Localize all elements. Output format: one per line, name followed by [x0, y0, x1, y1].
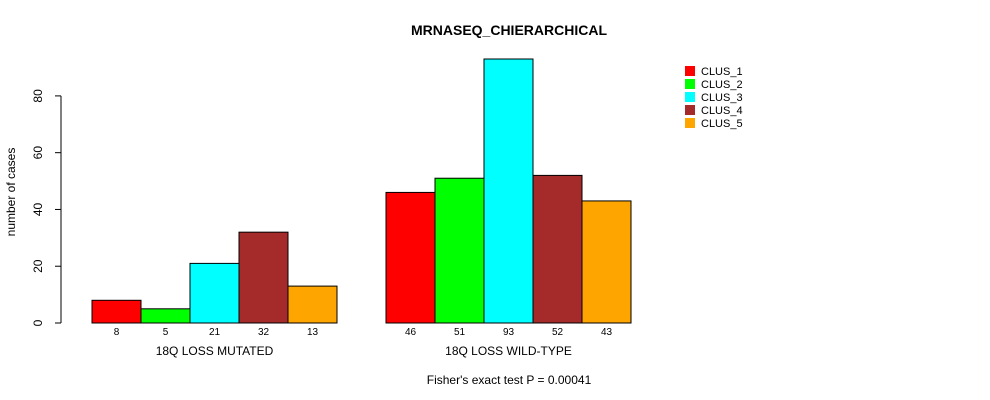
- legend-swatch: [685, 105, 695, 115]
- y-axis: 0 20 40 60 80: [31, 89, 62, 326]
- y-tick-label: 80: [31, 89, 45, 103]
- legend-swatch: [685, 92, 695, 102]
- bar: [189, 262, 240, 324]
- category-label: 18Q LOSS WILD-TYPE: [445, 344, 572, 358]
- fisher-test-note: Fisher's exact test P = 0.00041: [427, 373, 592, 387]
- y-axis-title: number of cases: [4, 148, 18, 237]
- legend-swatch: [685, 66, 695, 76]
- bar-value-label: 43: [601, 327, 613, 338]
- bar: [532, 174, 583, 324]
- bar-value-label: 5: [163, 327, 169, 338]
- bar: [287, 285, 338, 324]
- bar-value-label: 13: [307, 327, 319, 338]
- category-label: 18Q LOSS MUTATED: [156, 344, 274, 358]
- legend-label: CLUS_5: [701, 118, 743, 130]
- bar-value-label: 21: [209, 327, 221, 338]
- bar-value-label: 8: [114, 327, 120, 338]
- bar-value-label: 51: [454, 327, 466, 338]
- legend-label: CLUS_2: [701, 79, 743, 91]
- bar-value-label: 52: [552, 327, 564, 338]
- legend-label: CLUS_4: [701, 105, 743, 117]
- y-tick-label: 60: [31, 146, 45, 160]
- bar-value-label: 32: [258, 327, 270, 338]
- bar: [238, 231, 289, 324]
- legend-label: CLUS_3: [701, 92, 743, 104]
- bar: [385, 191, 436, 324]
- y-tick-label: 40: [31, 202, 45, 216]
- bar: [140, 308, 191, 324]
- bar: [581, 200, 632, 324]
- bars: 8 5 21 32 13 18Q LOSS MUTATED 46 51 93 52 43 18Q LO…: [91, 58, 632, 358]
- chart-title: MRNASEQ_CHIERARCHICAL: [411, 22, 607, 38]
- y-tick-label: 0: [31, 319, 45, 326]
- legend-swatch: [685, 79, 695, 89]
- bar: [483, 58, 534, 324]
- bar: [91, 299, 142, 324]
- y-tick-label: 20: [31, 259, 45, 273]
- bar-value-label: 93: [503, 327, 515, 338]
- legend-label: CLUS_1: [701, 66, 743, 78]
- bar-value-label: 46: [405, 327, 417, 338]
- bar: [434, 177, 485, 324]
- legend-swatch: [685, 118, 695, 128]
